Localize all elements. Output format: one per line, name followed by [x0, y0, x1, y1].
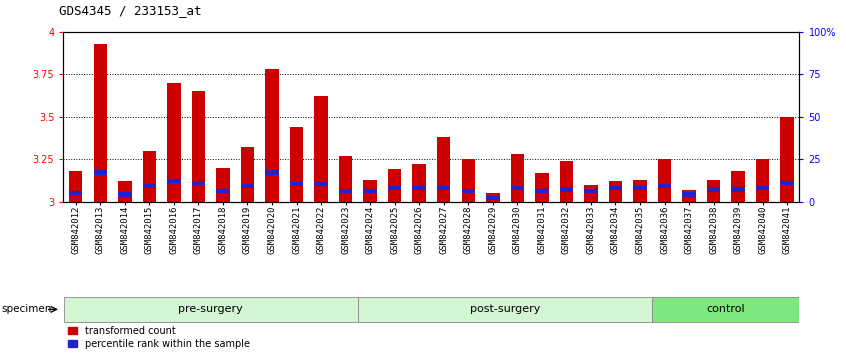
- Bar: [437, 185, 450, 190]
- Bar: [536, 189, 548, 193]
- Bar: [63, 297, 358, 322]
- Bar: [315, 182, 327, 187]
- Bar: [756, 159, 769, 202]
- Bar: [192, 91, 205, 202]
- Bar: [781, 181, 794, 185]
- Text: specimen: specimen: [2, 304, 52, 314]
- Text: control: control: [706, 304, 745, 314]
- Bar: [511, 154, 524, 202]
- Bar: [217, 168, 229, 202]
- Bar: [658, 159, 671, 202]
- Bar: [69, 171, 82, 202]
- Text: pre-surgery: pre-surgery: [179, 304, 243, 314]
- Bar: [732, 171, 744, 202]
- Bar: [536, 173, 548, 202]
- Bar: [707, 187, 720, 192]
- Bar: [486, 196, 499, 200]
- Bar: [413, 164, 426, 202]
- Bar: [168, 83, 180, 202]
- Bar: [290, 127, 303, 202]
- Bar: [560, 187, 573, 192]
- Bar: [241, 184, 254, 188]
- Bar: [266, 69, 278, 202]
- Bar: [118, 193, 131, 197]
- Bar: [388, 185, 401, 190]
- Text: post-surgery: post-surgery: [470, 304, 541, 314]
- Bar: [634, 180, 646, 202]
- Legend: transformed count, percentile rank within the sample: transformed count, percentile rank withi…: [69, 326, 250, 349]
- Bar: [560, 161, 573, 202]
- Bar: [707, 180, 720, 202]
- Bar: [143, 151, 156, 202]
- Bar: [118, 181, 131, 202]
- Bar: [94, 170, 107, 175]
- Bar: [168, 179, 180, 183]
- Bar: [266, 170, 278, 175]
- Bar: [658, 184, 671, 188]
- Bar: [683, 193, 695, 197]
- Bar: [388, 170, 401, 202]
- Bar: [364, 189, 376, 193]
- Bar: [781, 117, 794, 202]
- Bar: [462, 189, 475, 193]
- Bar: [315, 96, 327, 202]
- Bar: [364, 180, 376, 202]
- Bar: [585, 185, 597, 202]
- Bar: [609, 181, 622, 202]
- Bar: [69, 191, 82, 195]
- Bar: [462, 159, 475, 202]
- Bar: [437, 137, 450, 202]
- Bar: [413, 185, 426, 190]
- Bar: [756, 185, 769, 190]
- Bar: [732, 187, 744, 192]
- Bar: [339, 156, 352, 202]
- Bar: [63, 32, 799, 202]
- Bar: [634, 185, 646, 190]
- Bar: [339, 189, 352, 193]
- Bar: [652, 297, 799, 322]
- Bar: [290, 182, 303, 187]
- Bar: [217, 189, 229, 193]
- Bar: [241, 147, 254, 202]
- Text: GDS4345 / 233153_at: GDS4345 / 233153_at: [59, 4, 201, 17]
- Bar: [511, 185, 524, 190]
- Bar: [358, 297, 652, 322]
- Bar: [609, 185, 622, 190]
- Bar: [585, 189, 597, 193]
- Bar: [192, 181, 205, 185]
- Bar: [683, 190, 695, 202]
- Bar: [143, 184, 156, 188]
- Bar: [94, 44, 107, 202]
- Bar: [486, 193, 499, 202]
